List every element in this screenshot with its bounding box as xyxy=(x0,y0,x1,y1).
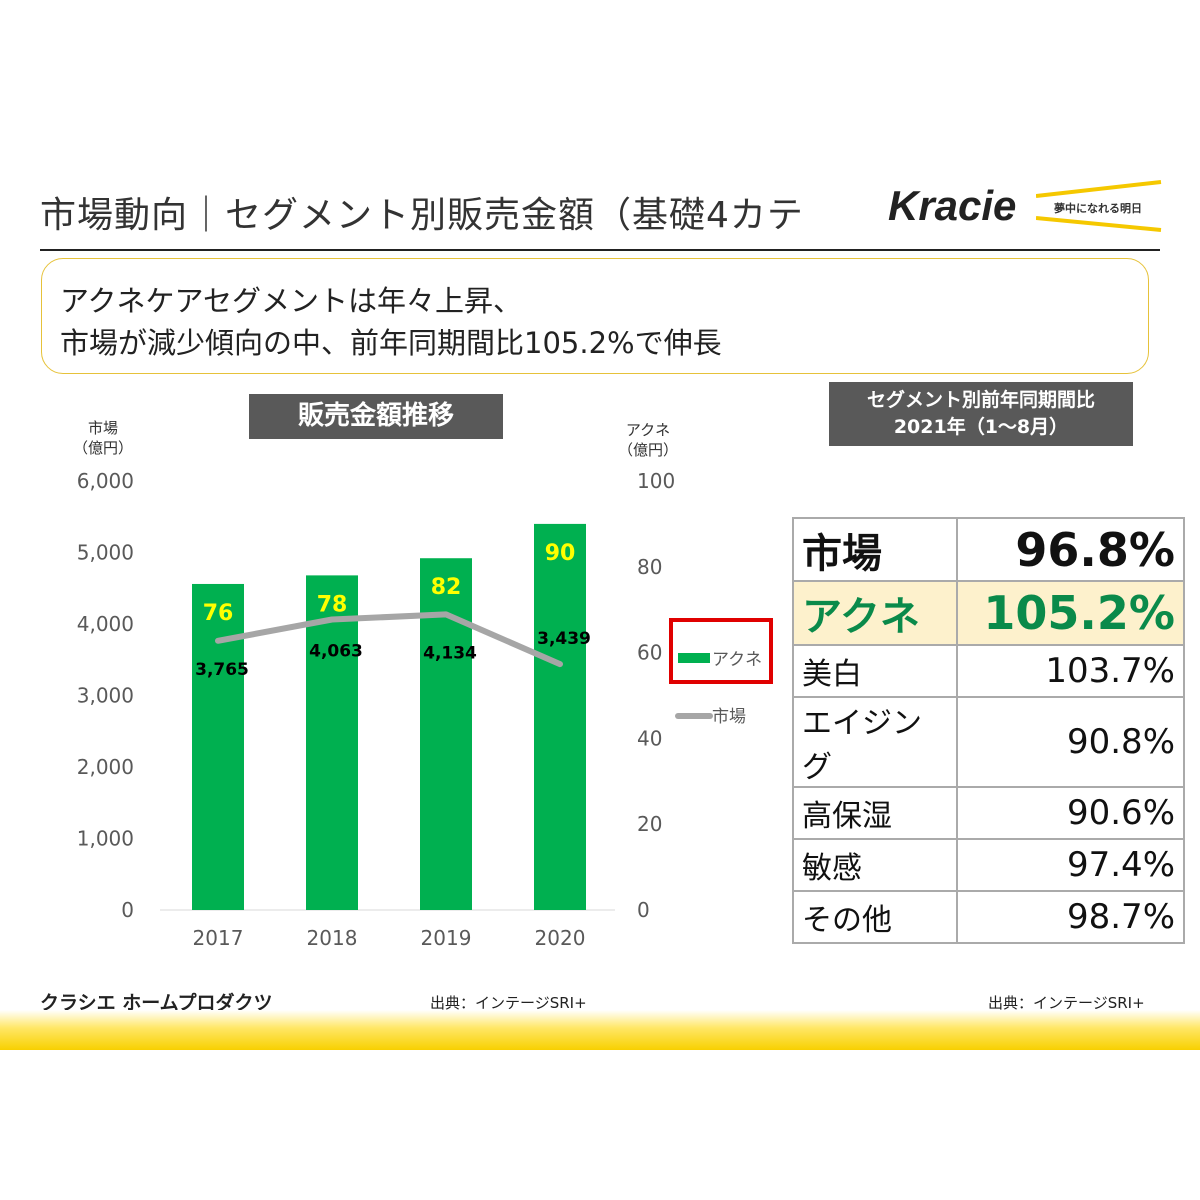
line-market xyxy=(215,611,563,668)
legend-highlight-box xyxy=(669,618,773,684)
segment-name: 市場 xyxy=(792,517,958,582)
segment-name: 高保湿 xyxy=(792,786,958,840)
footer-band xyxy=(0,1010,1200,1050)
bar-data-label: 82 xyxy=(431,575,462,600)
right-axis-tick: 40 xyxy=(637,726,662,750)
key-message-box xyxy=(41,258,1149,374)
left-axis-tick: 6,000 xyxy=(77,469,134,493)
kracie-logo: Kracie xyxy=(888,182,1023,230)
source-note-right: 出典：インテージSRI+ xyxy=(988,994,1145,1012)
left-axis-label-line2: （億円） xyxy=(72,439,133,457)
company-name: クラシエ ホームプロダクツ xyxy=(40,992,273,1014)
source-note-left: 出典：インテージSRI+ xyxy=(430,994,587,1012)
table-title: セグメント別前年同期間比 2021年（1～8月） xyxy=(829,382,1133,446)
bar-acne xyxy=(420,558,472,910)
left-axis-tick: 1,000 xyxy=(77,827,134,851)
segment-yoy-value: 90.6% xyxy=(956,786,1185,840)
legend-label-market: 市場 xyxy=(712,707,746,727)
key-message-line-1: アクネケアセグメントは年々上昇、 xyxy=(60,284,522,318)
table-row: アクネ 105.2% xyxy=(792,580,1185,646)
table-title-line1: セグメント別前年同期間比 xyxy=(866,389,1095,411)
right-axis-label-line1: アクネ xyxy=(625,421,671,439)
line-data-label: 4,063 xyxy=(309,641,363,661)
right-axis-tick: 80 xyxy=(637,555,662,579)
segment-name: エイジング xyxy=(792,696,958,788)
line-data-label: 3,765 xyxy=(195,660,249,680)
bar-acne xyxy=(192,583,244,910)
table-row: 敏感 97.4% xyxy=(792,838,1185,892)
title-divider xyxy=(40,249,1160,251)
segment-yoy-value: 96.8% xyxy=(956,517,1185,582)
segment-name: その他 xyxy=(792,890,958,944)
legend-swatch-acne xyxy=(678,653,710,663)
right-axis-tick: 0 xyxy=(637,898,650,922)
bar-acne xyxy=(534,523,586,910)
table-row: エイジング 90.8% xyxy=(792,696,1185,788)
left-axis-tick: 0 xyxy=(121,898,134,922)
table-row: 高保湿 90.6% xyxy=(792,786,1185,840)
line-data-label: 4,134 xyxy=(423,643,477,663)
right-axis-tick: 20 xyxy=(637,812,662,836)
bar-data-label: 78 xyxy=(317,592,348,617)
segment-yoy-value: 97.4% xyxy=(956,838,1185,892)
logo-rays xyxy=(1036,180,1162,232)
sales-chart: 0 1,000 2,000 3,000 4,000 5,000 6,000 0 20 40 60 80… xyxy=(77,469,762,950)
segment-yoy-value: 90.8% xyxy=(956,696,1185,788)
legend-label-acne: アクネ xyxy=(712,650,762,670)
yoy-table: 市場 96.8% アクネ 105.2% 美白 103.7% エイジング 90.8% 高保湿 90.… xyxy=(792,517,1185,944)
table-row: 美白 103.7% xyxy=(792,644,1185,698)
left-axis-tick: 5,000 xyxy=(77,541,134,565)
table-row: その他 98.7% xyxy=(792,890,1185,944)
bar-data-label: 90 xyxy=(545,541,576,566)
table-row: 市場 96.8% xyxy=(792,517,1185,582)
right-axis-label: アクネ （億円） xyxy=(615,420,681,460)
page-title: 市場動向｜セグメント別販売金額（基礎4カテ xyxy=(40,195,804,236)
table-title-line2: 2021年（1～8月） xyxy=(893,416,1069,438)
x-axis-tick: 2020 xyxy=(535,926,586,950)
right-axis-tick: 60 xyxy=(637,641,662,665)
segment-name: 敏感 xyxy=(792,838,958,892)
key-message-line-2: 市場が減少傾向の中、前年同期間比105.2%で伸長 xyxy=(60,326,722,360)
right-axis-tick: 100 xyxy=(637,469,675,493)
left-axis-tick: 4,000 xyxy=(77,612,134,636)
x-axis-tick: 2017 xyxy=(193,926,244,950)
segment-yoy-value: 103.7% xyxy=(956,644,1185,698)
left-axis-label: 市場 （億円） xyxy=(70,418,136,458)
bar-acne xyxy=(306,575,358,910)
bar-data-label: 76 xyxy=(203,601,234,626)
line-data-label: 3,439 xyxy=(537,629,591,649)
logo-tagline: 夢中になれる明日 xyxy=(1054,202,1142,215)
left-axis-tick: 2,000 xyxy=(77,755,134,779)
x-axis-tick: 2018 xyxy=(307,926,358,950)
x-axis-tick: 2019 xyxy=(421,926,472,950)
left-axis-label-line1: 市場 xyxy=(87,419,118,437)
left-axis-tick: 3,000 xyxy=(77,684,134,708)
chart-title: 販売金額推移 xyxy=(249,394,503,439)
segment-yoy-value: 105.2% xyxy=(956,580,1185,646)
segment-name: アクネ xyxy=(792,580,958,646)
right-axis-label-line2: （億円） xyxy=(617,441,678,459)
segment-name: 美白 xyxy=(792,644,958,698)
segment-yoy-value: 98.7% xyxy=(956,890,1185,944)
